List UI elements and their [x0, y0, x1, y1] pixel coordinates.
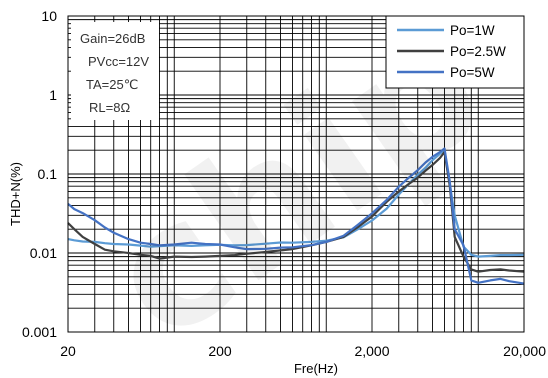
series-line-3 — [67, 147, 525, 285]
conditions-box-background — [71, 22, 159, 120]
y-tick-label: 1 — [49, 87, 57, 103]
condition-pvcc: PVcc=12V — [88, 54, 149, 69]
legend: Po=1W Po=2.5W Po=5W — [385, 15, 525, 89]
condition-rl: RL=8Ω — [89, 100, 130, 115]
legend-label-po-5w: Po=5W — [450, 65, 495, 80]
plot-frame — [67, 15, 525, 333]
x-tick-labels: 20 200 2,000 20,000 — [60, 343, 546, 359]
y-tick-labels: 0.001 0.01 0.1 1 10 — [22, 8, 57, 340]
y-tick-label: 10 — [41, 8, 57, 24]
legend-box — [385, 15, 525, 89]
condition-gain: Gain=26dB — [80, 31, 145, 46]
y-tick-label: 0.001 — [22, 324, 57, 340]
x-tick-label: 2,000 — [354, 343, 389, 359]
x-axis-label: Fre(Hz) — [294, 361, 338, 376]
y-tick-label: 0.1 — [38, 166, 58, 182]
x-tick-label: 200 — [208, 343, 232, 359]
x-tick-label: 20,000 — [503, 343, 546, 359]
legend-label-po-1w: Po=1W — [450, 23, 495, 38]
condition-ta: TA=25℃ — [86, 77, 138, 92]
y-tick-label: 0.01 — [30, 245, 57, 261]
conditions-box: Gain=26dB PVcc=12V TA=25℃ RL=8Ω — [71, 22, 159, 120]
x-tick-label: 20 — [60, 343, 76, 359]
series-line-1 — [67, 149, 525, 258]
series-lines — [67, 147, 525, 285]
y-axis-label: THD+N(%) — [8, 162, 23, 226]
legend-label-po-2-5w: Po=2.5W — [450, 44, 506, 59]
